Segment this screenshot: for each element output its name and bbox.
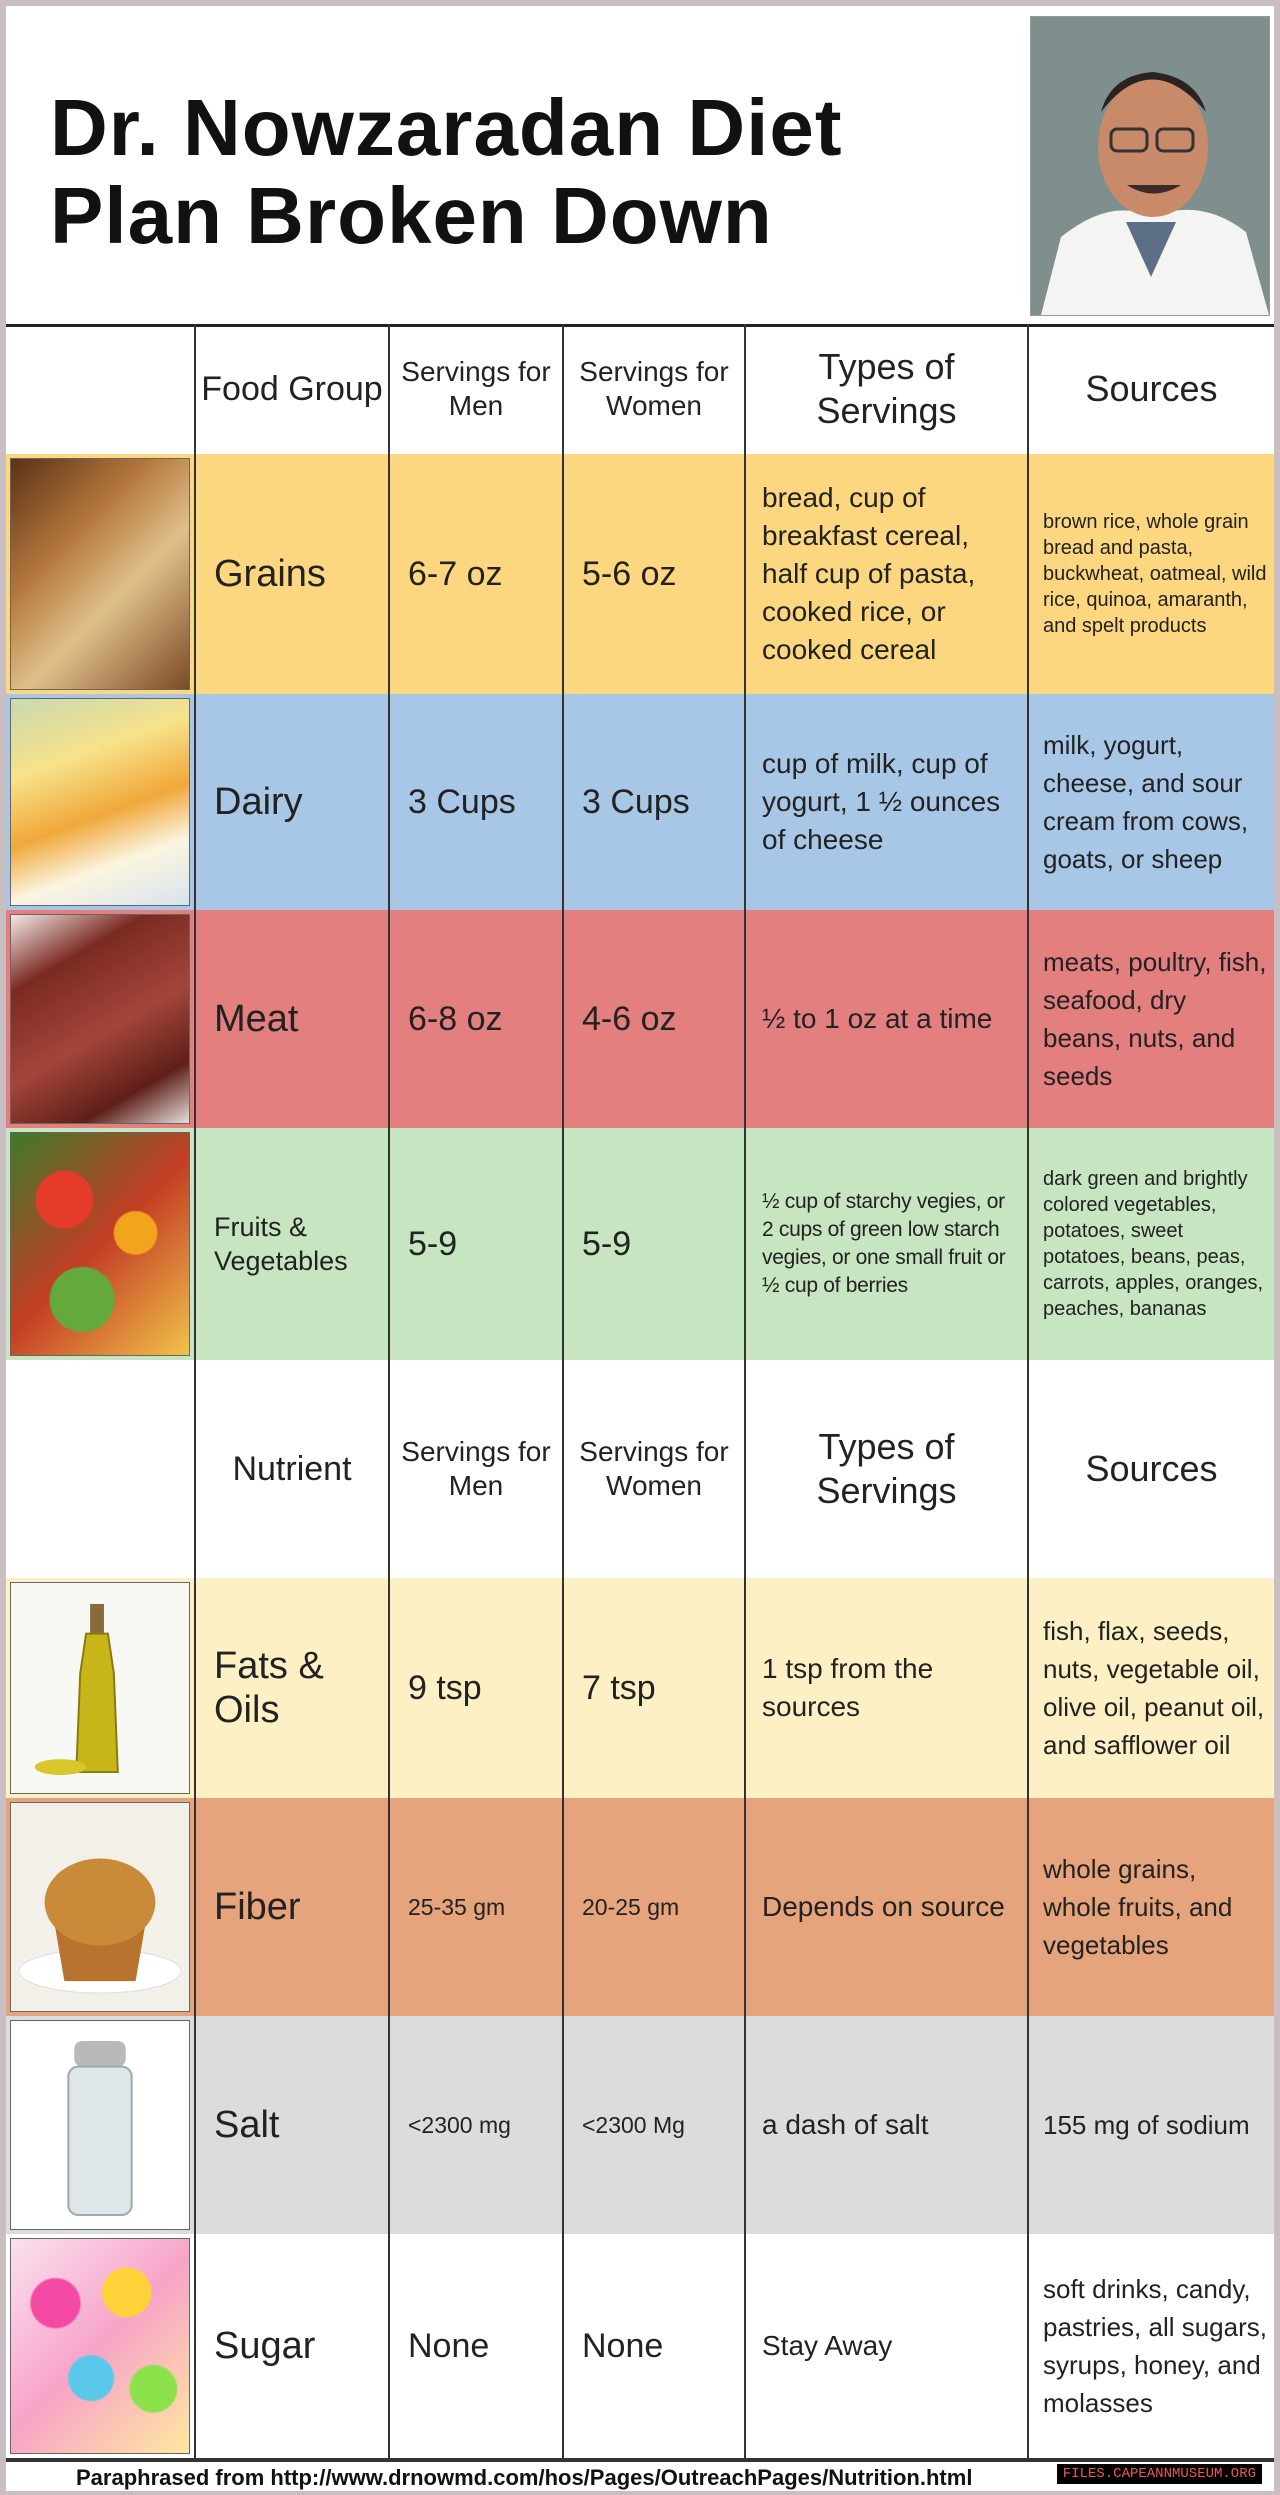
- header-servings-men: Servings for Men: [390, 324, 564, 454]
- infographic: Dr. Nowzaradan Diet Plan Broken Down Foo…: [6, 6, 1274, 2491]
- dairy-image-cell: [6, 694, 196, 910]
- food-header-row: Food Group Servings for Men Servings for…: [6, 324, 1274, 456]
- title-line-1: Dr. Nowzaradan Diet: [50, 83, 843, 172]
- types-of-servings: ½ to 1 oz at a time: [746, 910, 1029, 1128]
- doctor-photo: [1030, 16, 1270, 316]
- servings-men: 3 Cups: [390, 694, 564, 910]
- types-of-servings: ½ cup of starchy vegies, or 2 cups of gr…: [746, 1128, 1029, 1360]
- types-of-servings: 1 tsp from the sources: [746, 1578, 1029, 1798]
- servings-women: 7 tsp: [564, 1578, 746, 1798]
- servings-women: 4-6 oz: [564, 910, 746, 1128]
- fats-image-cell: [6, 1578, 196, 1798]
- nutrient-name: Salt: [196, 2016, 390, 2234]
- meat-image-cell: [6, 910, 196, 1128]
- table-row-fruits-vegetables: Fruits & Vegetables 5-9 5-9 ½ cup of sta…: [6, 1128, 1274, 1362]
- servings-women: None: [564, 2234, 746, 2458]
- servings-women: 20-25 gm: [564, 1798, 746, 2016]
- servings-men: <2300 mg: [390, 2016, 564, 2234]
- grains-image-cell: [6, 454, 196, 694]
- servings-women: 5-9: [564, 1128, 746, 1360]
- table-row-sugar: Sugar None None Stay Away soft drinks, c…: [6, 2234, 1274, 2460]
- table-row-fats-oils: Fats & Oils 9 tsp 7 tsp 1 tsp from the s…: [6, 1578, 1274, 1800]
- table-row-grains: Grains 6-7 oz 5-6 oz bread, cup of break…: [6, 454, 1274, 696]
- meat-image: [10, 914, 190, 1124]
- header-servings-men: Servings for Men: [390, 1360, 564, 1578]
- fiber-image-cell: [6, 1798, 196, 2016]
- types-of-servings: Stay Away: [746, 2234, 1029, 2458]
- food-group-name: Dairy: [196, 694, 390, 910]
- food-group-name: Grains: [196, 454, 390, 694]
- servings-men: 6-7 oz: [390, 454, 564, 694]
- header-servings-women: Servings for Women: [564, 324, 746, 454]
- watermark: FILES.CAPEANNMUSEUM.ORG: [1056, 2464, 1262, 2484]
- salt-image-cell: [6, 2016, 196, 2234]
- muffin-image: [10, 1802, 190, 2012]
- sources: fish, flax, seeds, nuts, vegetable oil, …: [1043, 1616, 1265, 1760]
- nutrient-name: Fiber: [196, 1798, 390, 2016]
- header-food-group: Food Group: [196, 324, 390, 454]
- nutrient-name: Sugar: [196, 2234, 390, 2458]
- salt-shaker-image: [10, 2020, 190, 2230]
- header-servings-women: Servings for Women: [564, 1360, 746, 1578]
- header-nutrient: Nutrient: [196, 1360, 390, 1578]
- header-sources: Sources: [1085, 1448, 1218, 1489]
- dairy-image: [10, 698, 190, 906]
- types-of-servings: bread, cup of breakfast cereal, half cup…: [746, 454, 1029, 694]
- table-row-dairy: Dairy 3 Cups 3 Cups cup of milk, cup of …: [6, 694, 1274, 912]
- food-group-name: Fruits & Vegetables: [196, 1128, 390, 1360]
- header-blank-cell: [6, 1360, 196, 1578]
- table-row-salt: Salt <2300 mg <2300 Mg a dash of salt 15…: [6, 2016, 1274, 2236]
- servings-men: None: [390, 2234, 564, 2458]
- oil-bottle-image: [10, 1582, 190, 1794]
- nutrient-name: Fats & Oils: [196, 1578, 390, 1798]
- header-types-of-servings: Types of Servings: [746, 1360, 1029, 1578]
- servings-women: 5-6 oz: [564, 454, 746, 694]
- nutrient-header-row: Nutrient Servings for Men Servings for W…: [6, 1360, 1274, 1580]
- servings-men: 5-9: [390, 1128, 564, 1360]
- types-of-servings: a dash of salt: [746, 2016, 1029, 2234]
- servings-men: 9 tsp: [390, 1578, 564, 1798]
- page-title: Dr. Nowzaradan Diet Plan Broken Down: [50, 84, 990, 260]
- header-blank-cell: [6, 324, 196, 454]
- table-row-meat: Meat 6-8 oz 4-6 oz ½ to 1 oz at a time m…: [6, 910, 1274, 1130]
- sources: dark green and brightly colored vegetabl…: [1043, 1168, 1264, 1320]
- header-sources: Sources: [1085, 368, 1218, 409]
- footer: Paraphrased from http://www.drnowmd.com/…: [6, 2460, 1274, 2491]
- types-of-servings: cup of milk, cup of yogurt, 1 ½ ounces o…: [746, 694, 1029, 910]
- servings-men: 25-35 gm: [390, 1798, 564, 2016]
- types-of-servings: Depends on source: [746, 1798, 1029, 2016]
- candy-image: [10, 2238, 190, 2454]
- sources: 155 mg of sodium: [1043, 2110, 1250, 2140]
- header: Dr. Nowzaradan Diet Plan Broken Down: [6, 6, 1274, 327]
- header-types-of-servings: Types of Servings: [746, 324, 1029, 454]
- fruits-vegetables-image: [10, 1132, 190, 1356]
- grains-image: [10, 458, 190, 690]
- sources: soft drinks, candy, pastries, all sugars…: [1043, 2274, 1267, 2418]
- servings-men: 6-8 oz: [390, 910, 564, 1128]
- food-group-name: Meat: [196, 910, 390, 1128]
- source-citation: Paraphrased from http://www.drnowmd.com/…: [76, 2465, 973, 2490]
- sources: milk, yogurt, cheese, and sour cream fro…: [1043, 730, 1249, 874]
- title-line-2: Plan Broken Down: [50, 171, 773, 260]
- sources: meats, poultry, fish, seafood, dry beans…: [1043, 947, 1267, 1091]
- servings-women: 3 Cups: [564, 694, 746, 910]
- sources: brown rice, whole grain bread and pasta,…: [1043, 511, 1267, 637]
- sources: whole grains, whole fruits, and vegetabl…: [1043, 1854, 1233, 1960]
- servings-women: <2300 Mg: [564, 2016, 746, 2234]
- table-row-fiber: Fiber 25-35 gm 20-25 gm Depends on sourc…: [6, 1798, 1274, 2018]
- fruits-image-cell: [6, 1128, 196, 1360]
- sugar-image-cell: [6, 2234, 196, 2458]
